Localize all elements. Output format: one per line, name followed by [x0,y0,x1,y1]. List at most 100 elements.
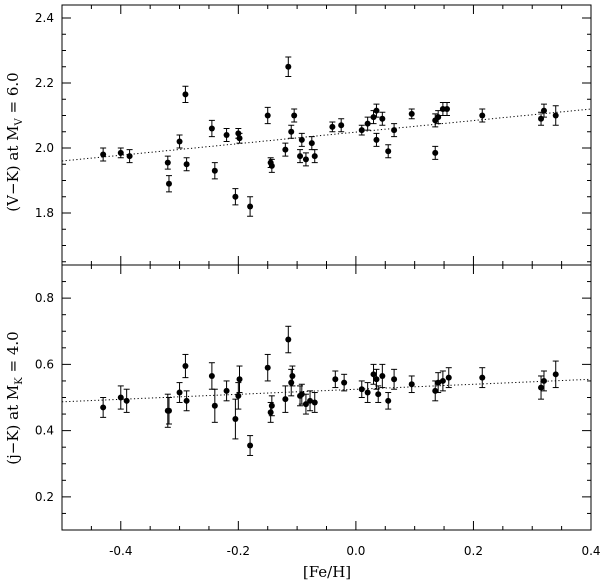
data-point [364,120,371,127]
data-point [479,112,486,119]
data-point [338,122,345,129]
top-ylabel-main: (V−K) at M [4,126,22,212]
data-point [282,396,289,403]
y-tick-label: 2.2 [35,76,54,90]
data-point [302,401,309,408]
data-point [364,389,371,396]
data-point [408,381,415,388]
data-point [285,336,292,343]
data-point [373,136,380,143]
x-tick-label: 0.4 [581,544,600,558]
data-point [435,379,442,386]
data-point [211,402,218,409]
data-point [268,402,275,409]
data-point [385,148,392,155]
bottom-ylabel-suffix: = 4.0 [4,331,22,377]
data-point [379,115,386,122]
y-tick-label: 0.4 [35,424,54,438]
bottom-ylabel-sub: K [14,377,25,385]
data-point [373,376,380,383]
top-ylabel-suffix: = 6.0 [4,72,22,118]
x-tick-label: -0.2 [227,544,250,558]
data-point [264,112,271,119]
y-tick-label: 0.2 [35,490,54,504]
data-point [297,153,304,160]
data-point [117,149,124,156]
data-point [332,376,339,383]
x-tick-label: 0.0 [346,544,365,558]
data-point [298,391,305,398]
data-point [391,127,398,134]
data-point [552,112,559,119]
data-point [445,374,452,381]
data-point [282,146,289,153]
data-point [285,63,292,70]
data-point [439,377,446,384]
data-point [100,404,107,411]
data-point [223,387,230,394]
y-tick-label: 2.0 [35,141,54,155]
data-point [176,138,183,145]
data-point [329,123,336,130]
data-point [164,159,171,166]
data-point [232,416,239,423]
data-point [370,371,377,378]
data-point [247,203,254,210]
data-point [538,384,545,391]
data-point [408,110,415,117]
data-point [223,132,230,138]
data-point [289,372,296,379]
data-point [307,397,314,404]
data-point [540,377,547,384]
data-point [100,151,107,158]
data-point [165,407,172,414]
y-tick-label: 1.8 [35,206,54,220]
data-point [288,128,295,135]
data-point [247,442,254,449]
x-axis-label: [Fe/H] [303,563,351,581]
data-point [208,125,215,132]
top-ylabel-sub: V [14,118,25,127]
data-point [288,379,295,386]
data-point [123,397,130,404]
data-point [341,379,348,386]
data-point [232,193,239,200]
data-point [375,391,382,398]
data-point [291,112,298,119]
data-point [308,140,315,147]
data-point [208,372,215,379]
top-panel: 1.8 2.0 2.2 2.4 [35,4,592,266]
data-point [311,399,318,406]
data-point [268,162,275,169]
bottom-panel: 0.2 0.4 0.6 0.8 -0.4 -0.2 0.0 0.2 0.4 [35,264,601,558]
data-point [385,397,392,404]
bottom-ylabel-main: (j−K) at M [4,385,22,465]
data-point [358,386,365,393]
data-point [176,389,183,396]
x-tick-label: 0.2 [464,544,483,558]
data-point [298,136,305,143]
data-point [183,161,190,168]
data-point [443,106,450,112]
data-point [379,372,386,379]
y-tick-label: 0.6 [35,357,54,371]
plot-frame [61,4,592,266]
data-point [117,394,124,401]
data-point [391,376,398,383]
bottom-ylabel: (j−K) at MK = 4.0 [4,331,25,464]
plot-frame [61,264,592,531]
data-point [358,127,365,134]
y-tick-label: 2.4 [35,11,54,25]
data-point [126,153,133,160]
data-point [435,114,442,121]
fit-line [61,108,592,162]
data-point [183,397,190,404]
fit-line [61,378,592,403]
data-point [311,153,318,160]
y-tick-label: 0.8 [35,291,54,305]
data-point [267,409,274,416]
data-point [182,91,189,98]
data-point [439,106,446,112]
